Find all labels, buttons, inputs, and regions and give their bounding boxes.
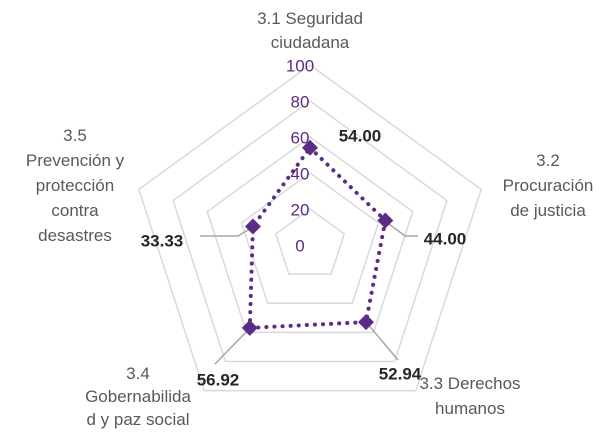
grid-ring: [274, 208, 346, 275]
leader-line: [214, 327, 251, 365]
data-label: 56.92: [197, 370, 240, 389]
marker: [241, 319, 258, 336]
data-label: 54.00: [339, 126, 382, 145]
grid-ring: [137, 64, 483, 392]
marker: [377, 212, 394, 229]
grid-ring: [206, 136, 414, 334]
grid-ring: [240, 172, 380, 304]
category-label: 3.1 Seguridad ciudadana: [257, 9, 363, 52]
r-tick-label: 100: [286, 56, 314, 75]
marker: [302, 139, 318, 156]
r-tick-label: 0: [295, 236, 304, 255]
data-label: 33.33: [141, 231, 184, 250]
data-label: 44.00: [424, 229, 467, 248]
category-label: 3.4 Gobernabilida d y paz social: [85, 364, 191, 429]
marker: [244, 218, 261, 235]
category-label: 3.2 Procuración de justicia: [503, 151, 594, 220]
leader-line: [365, 321, 399, 361]
r-tick-label: 20: [291, 200, 310, 219]
r-tick-label: 40: [291, 164, 310, 183]
series-line: [247, 144, 388, 330]
marker: [358, 314, 375, 331]
data-label: 52.94: [379, 364, 422, 383]
grid-ring: [172, 100, 448, 363]
r-tick-label: 80: [291, 92, 310, 111]
leader-line: [384, 220, 418, 237]
r-tick-label: 60: [291, 128, 310, 147]
category-label: 3.3 Derechos humanos: [419, 374, 520, 418]
leader-line: [200, 226, 254, 237]
category-label: 3.5 Prevención y protección contra desastres: [26, 126, 125, 245]
